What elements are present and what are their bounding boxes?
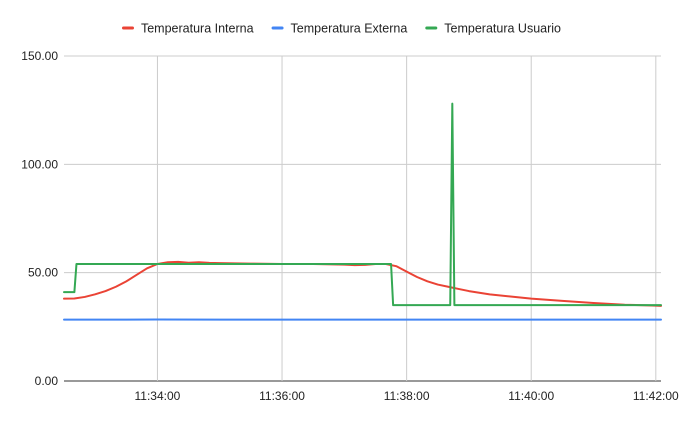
legend-item-2[interactable]: Temperatura Externa <box>272 22 408 36</box>
y-tick-label: 0.00 <box>35 374 59 388</box>
x-tick-label: 11:40:00 <box>508 389 554 403</box>
legend-item-3[interactable]: Temperatura Usuario <box>425 22 561 36</box>
legend-swatch <box>425 27 437 30</box>
x-tick-label: 11:36:00 <box>259 389 305 403</box>
x-axis-tick-labels: 11:34:00 11:36:00 11:38:00 11:40:00 11:42:00 <box>135 389 680 403</box>
series-line-1[interactable] <box>64 262 661 306</box>
y-axis-tick-labels: 0.00 50.00 100.00 150.00 <box>21 49 58 388</box>
legend-label: Temperatura Usuario <box>444 22 561 36</box>
x-tick-label: 11:34:00 <box>135 389 181 403</box>
x-tick-label: 11:42:00 <box>633 389 679 403</box>
series-lines <box>64 104 661 320</box>
legend-swatch <box>272 27 284 30</box>
legend-label: Temperatura Interna <box>141 22 254 36</box>
legend-label: Temperatura Externa <box>291 22 408 36</box>
series-line-3[interactable] <box>64 104 661 306</box>
grid-lines <box>64 56 661 381</box>
x-tick-label: 11:38:00 <box>384 389 430 403</box>
legend[interactable]: Temperatura Interna Temperatura Externa Te… <box>122 22 561 36</box>
legend-item-1[interactable]: Temperatura Interna <box>122 22 254 36</box>
legend-swatch <box>122 27 134 30</box>
y-tick-label: 100.00 <box>21 157 58 171</box>
y-tick-label: 150.00 <box>21 49 58 63</box>
y-tick-label: 50.00 <box>28 266 58 280</box>
